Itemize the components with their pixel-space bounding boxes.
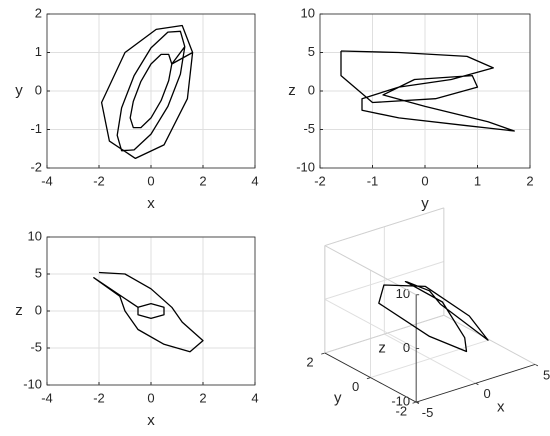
x-tick-label: -2 — [314, 173, 326, 188]
x-tick-label: 0 — [421, 173, 428, 188]
y-axis-label: z — [15, 302, 23, 319]
z-axis-label: z — [378, 339, 386, 356]
y-tick-label: 0 — [352, 379, 359, 394]
y-tick-label: -5 — [303, 121, 315, 136]
y-tick-label: 2 — [306, 354, 313, 369]
axes-edge — [443, 314, 536, 365]
axes-box — [46, 236, 256, 386]
x-axis-label: x — [147, 195, 155, 212]
x-tick-label: 4 — [251, 390, 258, 405]
x-tick-label: 2 — [199, 173, 206, 188]
axes-edge — [324, 245, 417, 296]
grid-line — [324, 298, 417, 349]
x-axis — [416, 364, 536, 403]
y-axis-label: y — [334, 390, 342, 407]
y-tick-label: 5 — [308, 44, 315, 59]
x-axis-label: y — [421, 195, 429, 212]
y-tick-label: 10 — [301, 5, 315, 20]
y-tick-label: -10 — [296, 159, 315, 174]
grid-line — [324, 261, 444, 300]
y-tick-label: -10 — [23, 376, 42, 391]
x-tick-label: 2 — [526, 173, 533, 188]
x-tick-label: 4 — [251, 173, 258, 188]
x-tick-label: 0 — [147, 390, 154, 405]
trajectory — [378, 280, 489, 353]
y-axis-label: y — [15, 82, 23, 99]
x-tick-label: 5 — [543, 367, 550, 382]
y-tick-label: 2 — [35, 5, 42, 20]
grid-line — [370, 339, 490, 379]
z-tick-label: 0 — [403, 340, 410, 355]
axes-box — [319, 13, 531, 169]
trajectory — [340, 50, 515, 132]
x-tick-label: 0 — [147, 173, 154, 188]
y-tick-label: 0 — [35, 302, 42, 317]
trajectory — [93, 271, 204, 353]
axes-edge — [324, 314, 444, 354]
x-tick-label: -4 — [41, 390, 53, 405]
axes-box — [46, 13, 256, 169]
y-tick-label: -5 — [30, 339, 42, 354]
x-axis-label: x — [497, 399, 505, 416]
x-tick-label: 0 — [483, 386, 490, 401]
y-tick-label: 0 — [308, 82, 315, 97]
x-tick-label: -2 — [93, 390, 105, 405]
x-tick-label: -1 — [367, 173, 379, 188]
x-tick-label: 2 — [199, 390, 206, 405]
x-tick-label: -2 — [93, 173, 105, 188]
x-axis-label: x — [147, 412, 155, 429]
x-tick-label: -4 — [41, 173, 53, 188]
x-tick-label: -5 — [422, 405, 434, 420]
y-tick-label: 1 — [35, 44, 42, 59]
x-tick-label: 1 — [474, 173, 481, 188]
y-tick-label: 0 — [35, 82, 42, 97]
y-axis — [324, 352, 417, 403]
z-tick-label: 10 — [396, 286, 410, 301]
z-tick-label: -10 — [391, 394, 410, 409]
y-tick-label: 10 — [28, 228, 42, 243]
y-tick-label: -2 — [30, 159, 42, 174]
axes-edge — [324, 207, 444, 246]
y-tick-label: -1 — [30, 121, 42, 136]
y-tick-label: 5 — [35, 265, 42, 280]
y-tick — [321, 352, 325, 355]
y-axis-label: z — [288, 82, 296, 99]
trajectory — [100, 24, 194, 160]
x-tick — [534, 364, 539, 367]
y-tick-label: -2 — [395, 404, 407, 419]
